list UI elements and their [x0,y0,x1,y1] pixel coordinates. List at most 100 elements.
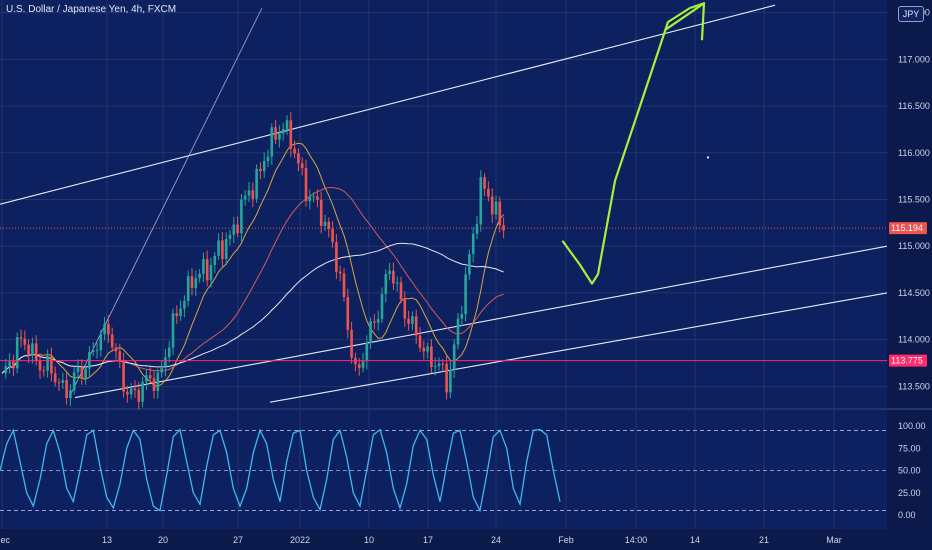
candle-body [426,346,429,352]
currency-badge[interactable]: JPY [898,6,924,22]
candle-body [232,224,236,235]
candle-body [243,195,247,200]
candle-body [65,380,68,399]
candle-body [247,190,251,196]
trend-fan-line [69,7,263,396]
candle-body [50,356,53,374]
candle-body [126,391,129,395]
candle-body [384,274,388,295]
candle-body [118,351,122,362]
candle-body [452,344,456,370]
price-tick-label-4: 115.500 [898,194,930,204]
candle-body [411,316,414,324]
time-tick-label-6: 17 [423,535,433,545]
candle-body [141,381,144,402]
candle-body [308,197,312,202]
candle-body [395,282,399,284]
grid-lines [0,0,887,529]
candle-body [228,234,232,239]
candle-body [15,337,19,369]
candle-body [437,363,441,367]
last-price-tag-bg [889,222,927,235]
candle-body [460,314,464,319]
time-tick-label-5: 10 [364,535,374,545]
candle-body [42,370,46,372]
oscillator-panel-bg [0,410,887,529]
osc-tick-label-3: 25.00 [898,488,921,498]
candle-body [164,357,167,369]
candle-body [346,296,350,330]
candle-body [327,221,331,230]
time-tick-label-12: Mar [826,535,842,545]
candle-body [167,347,171,358]
candle-body [361,361,365,368]
symbol-title: U.S. Dollar / Japanese Yen, 4h, FXCM [6,4,177,15]
oscillator-axis[interactable]: 100.00 75.00 50.00 25.00 0.00 [898,421,926,520]
support-level-tag-bg [889,354,927,367]
price-tick-label-8: 113.500 [898,381,930,391]
candle-body [498,201,502,226]
candle-body [399,282,403,300]
time-axis[interactable]: Dec 13 20 27 2022 10 17 24 Feb 14:00 14 21 Mar [0,535,842,545]
price-tick-label-7: 114.000 [898,335,930,345]
candle-body [335,242,338,272]
time-tick-label-9: 14:00 [625,535,648,545]
candle-body [46,356,49,371]
candle-body [418,335,422,348]
candle-body [221,240,224,259]
candle-body [445,363,448,393]
candle-body [266,156,270,161]
candle-body [175,313,179,317]
candle-body [107,323,110,335]
candle-body [300,163,304,169]
candle-body [27,344,30,356]
candle-body [319,199,323,226]
candle-body [156,372,160,391]
candle-body [213,255,217,266]
candle-body [281,129,285,134]
candle-body [152,378,156,391]
candle-body [129,388,133,395]
price-axis[interactable]: 117.500117.000116.500116.000115.500115.0… [898,8,930,392]
candle-body [217,240,220,256]
price-tick-label-5: 115.000 [898,241,930,251]
candle-body [487,188,490,197]
candle-body [84,368,87,379]
candle-body [31,343,34,356]
candle-body [251,190,255,199]
osc-tick-label-2: 50.00 [898,466,921,476]
candle-body [4,366,8,374]
candle-body [171,313,175,348]
candle-body [137,390,141,402]
osc-tick-label-1: 75.00 [898,443,921,453]
candle-body [471,233,475,255]
time-tick-label-3: 27 [233,535,243,545]
candle-body [179,308,182,317]
candlesticks [4,112,505,410]
candle-body [274,127,277,140]
candle-body [464,274,467,315]
price-tick-label-2: 116.500 [898,101,930,111]
candle-body [475,224,479,234]
candle-body [99,334,103,350]
candle-body [91,350,95,353]
candle-body [289,120,293,149]
candle-body [483,177,486,189]
candle-body [262,160,266,172]
channel-middle-line [74,245,888,399]
candle-body [338,271,342,274]
candle-body [190,276,194,289]
candle-body [449,369,452,393]
candle-body [323,221,327,226]
osc-tick-label-4: 0.00 [898,510,916,520]
time-tick-label-11: 21 [759,535,769,545]
candle-body [186,276,190,302]
candle-body [205,259,209,281]
candle-body [110,334,114,348]
candle-body [240,199,243,234]
candle-body [357,364,361,368]
candle-body [38,361,42,371]
candle-body [148,375,152,379]
candle-body [224,238,228,259]
